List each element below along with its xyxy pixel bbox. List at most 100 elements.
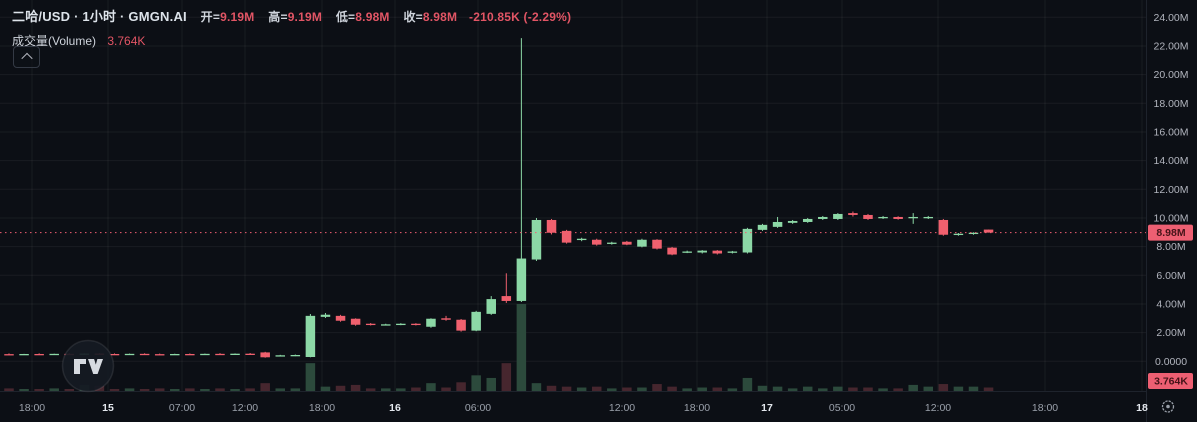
price-axis-label[interactable]: 12.00M xyxy=(1153,184,1188,196)
volume-bar xyxy=(154,388,165,391)
time-axis-label[interactable]: 18:00 xyxy=(1032,402,1058,414)
collapse-pane-button[interactable] xyxy=(13,46,40,68)
candle-body xyxy=(637,239,647,247)
candle-body xyxy=(34,353,44,356)
candle-body xyxy=(968,232,979,235)
volume-bar xyxy=(953,386,964,391)
candle-body xyxy=(305,315,316,358)
volume-bar xyxy=(19,389,29,391)
volume-bar xyxy=(622,387,632,391)
tradingview-logo[interactable] xyxy=(61,339,115,393)
price-axis-label[interactable]: 20.00M xyxy=(1153,69,1188,81)
candle-body xyxy=(411,323,421,326)
price-axis-label[interactable]: 6.00M xyxy=(1156,270,1185,282)
candle-body xyxy=(818,216,828,219)
volume-bar xyxy=(893,388,903,391)
candle-body xyxy=(320,314,331,317)
candle-body xyxy=(802,218,813,222)
volume-bar xyxy=(486,377,496,391)
volume-bar xyxy=(772,386,783,391)
candle-body xyxy=(396,323,406,326)
settings-gear-icon[interactable] xyxy=(1161,400,1175,413)
volume-bar xyxy=(139,389,150,391)
price-axis-label[interactable]: 24.00M xyxy=(1153,12,1188,24)
candle-body xyxy=(215,353,225,356)
settings-gear-dot xyxy=(1166,404,1170,409)
time-axis-label[interactable]: 12:00 xyxy=(609,402,635,414)
time-axis-label[interactable]: 16 xyxy=(389,402,401,414)
volume-bar xyxy=(365,388,376,391)
candle-body xyxy=(501,296,512,301)
volume-bar xyxy=(576,387,587,391)
time-axis-label[interactable]: 12:00 xyxy=(925,402,951,414)
candle-body xyxy=(923,216,934,219)
price-axis-label[interactable]: 22.00M xyxy=(1153,40,1188,52)
volume-bar xyxy=(923,386,934,391)
legend-row: 二哈/USD · 1小时 · GMGN.AI 开=9.19M 高=9.19M 低… xyxy=(12,6,571,25)
time-axis-label[interactable]: 06:00 xyxy=(465,402,491,414)
price-axis-label[interactable]: 4.00M xyxy=(1156,298,1185,310)
volume-bar xyxy=(34,389,44,391)
candle-body xyxy=(426,318,436,327)
volume-bar xyxy=(637,387,647,391)
volume-bar xyxy=(878,388,888,391)
symbol-title[interactable]: 二哈/USD · 1小时 · GMGN.AI xyxy=(12,9,187,24)
time-axis-label[interactable]: 18:00 xyxy=(19,402,45,414)
candle-body xyxy=(757,224,768,230)
price-axis-label[interactable]: 18.00M xyxy=(1153,98,1188,110)
ohlc-high: 高=9.19M xyxy=(268,10,323,24)
candle-body xyxy=(290,354,301,357)
candle-body xyxy=(486,299,496,314)
time-axis-label[interactable]: 18:00 xyxy=(309,402,335,414)
volume-bar xyxy=(124,388,135,391)
volume-indicator-label[interactable]: 成交量(Volume) xyxy=(12,34,97,48)
candle-body xyxy=(200,353,210,356)
candle-body xyxy=(531,219,542,260)
volume-bar xyxy=(64,389,75,391)
volume-bar xyxy=(381,388,391,391)
price-axis-label[interactable]: 16.00M xyxy=(1153,126,1188,138)
candle-body xyxy=(848,213,858,215)
time-axis-label[interactable]: 17 xyxy=(761,402,773,414)
time-axis-label[interactable]: 15 xyxy=(102,402,114,414)
current-price-badge xyxy=(1148,224,1193,241)
candle-body xyxy=(471,311,481,331)
candle-body xyxy=(275,355,286,357)
volume-bar xyxy=(215,388,225,391)
time-axis-label[interactable]: 18:00 xyxy=(684,402,710,414)
price-axis-label[interactable]: 8.00M xyxy=(1156,241,1185,253)
candle-body xyxy=(154,354,165,356)
price-axis-label[interactable]: 14.00M xyxy=(1153,155,1188,167)
volume-bar xyxy=(350,384,361,391)
candle-body xyxy=(139,353,150,356)
candle-body xyxy=(787,220,798,223)
candle-body xyxy=(124,353,135,356)
candle-body xyxy=(652,239,662,249)
volume-bar xyxy=(561,386,572,391)
chevron-up-icon xyxy=(20,52,33,65)
price-axis-label[interactable]: 0.0000 xyxy=(1155,356,1187,368)
volume-bar xyxy=(607,388,617,391)
current-volume-badge xyxy=(1148,373,1193,389)
volume-indicator-row: 成交量(Volume) 3.764K xyxy=(12,32,571,49)
volume-bar xyxy=(727,388,738,391)
time-axis-label[interactable]: 18 xyxy=(1136,402,1148,414)
price-axis-label[interactable]: 10.00M xyxy=(1153,212,1188,224)
ohlc-close: 收=8.98M xyxy=(403,10,458,24)
volume-bar xyxy=(275,388,286,391)
time-axis-label[interactable]: 07:00 xyxy=(169,402,195,414)
volume-bar xyxy=(501,363,512,391)
volume-bar xyxy=(411,387,421,391)
volume-bar xyxy=(109,389,120,391)
volume-bar xyxy=(757,385,768,391)
volume-bar xyxy=(546,385,557,391)
volume-bar xyxy=(200,389,210,391)
candle-body xyxy=(4,354,14,356)
time-axis-label[interactable]: 05:00 xyxy=(829,402,855,414)
time-axis-label[interactable]: 12:00 xyxy=(232,402,258,414)
price-axis-label[interactable]: 2.00M xyxy=(1156,327,1185,339)
candle-body xyxy=(260,352,270,358)
candle-body xyxy=(49,353,59,356)
volume-bar xyxy=(4,388,14,391)
